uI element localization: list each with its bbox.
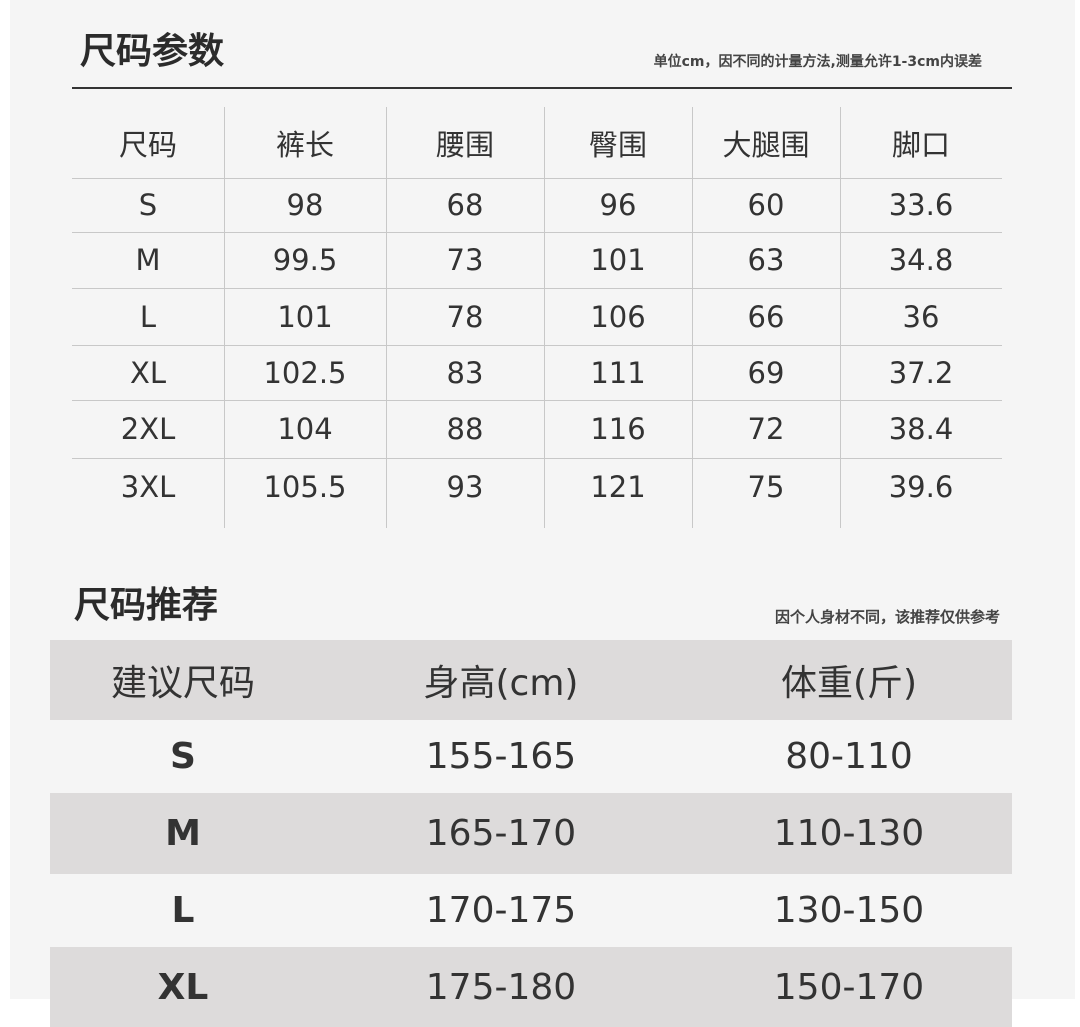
table-cell: 155-165 [425, 736, 577, 777]
header-cell: 脚口 [891, 127, 950, 162]
row-divider [72, 345, 1002, 346]
header-cell: 尺码 [118, 127, 177, 162]
column-divider [386, 107, 387, 528]
row-divider [72, 232, 1002, 233]
size-recommend-table: 建议尺码 身高(cm) 体重(斤) S 155-165 80-110 M 165-170 110… [50, 640, 1012, 1027]
table-row: 2XL 104 88 116 72 38.4 [72, 400, 1002, 458]
table-row: M 99.5 73 101 63 34.8 [72, 232, 1002, 288]
table-cell: 63 [747, 243, 785, 277]
table-cell: 102.5 [263, 355, 347, 390]
table-cell: 80-110 [785, 736, 913, 777]
header-cell: 裤长 [275, 127, 334, 162]
table-cell: 104 [277, 412, 333, 446]
table-row: L 170-175 130-150 [50, 874, 1012, 947]
column-divider [840, 107, 841, 528]
table-cell: 83 [446, 355, 484, 390]
column-divider [544, 107, 545, 528]
size-params-title: 尺码参数 [80, 31, 225, 72]
table-cell: 96 [599, 188, 637, 222]
table-cell: 33.6 [888, 188, 954, 222]
table-cell: 165-170 [425, 813, 577, 854]
table-cell: 75 [747, 470, 785, 504]
table-cell: 170-175 [425, 890, 577, 931]
table-row: S 155-165 80-110 [50, 720, 1012, 793]
table-cell: 111 [590, 355, 646, 390]
table-cell: M [135, 243, 161, 277]
table-cell: 69 [747, 355, 785, 390]
table-row: S 98 68 96 60 33.6 [72, 178, 1002, 232]
size-params-note: 单位cm，因不同的计量方法,测量允许1-3cm内误差 [653, 54, 982, 70]
table-cell: XL [157, 966, 209, 1008]
header-cell: 大腿围 [722, 127, 810, 162]
row-divider [72, 178, 1002, 179]
header-cell: 建议尺码 [110, 663, 255, 704]
table-row: L 101 78 106 66 36 [72, 288, 1002, 345]
table-row: XL 175-180 150-170 [50, 947, 1012, 1027]
header-cell: 体重(斤) [780, 663, 918, 704]
table-cell: S [138, 188, 158, 222]
table-cell: 175-180 [425, 966, 577, 1008]
table-cell: 3XL [120, 470, 176, 504]
table-cell: 130-150 [773, 890, 925, 931]
table-cell: 39.6 [888, 470, 954, 504]
table-cell: 98 [286, 188, 324, 222]
table-cell: 2XL [120, 412, 176, 446]
table-cell: XL [129, 355, 167, 390]
header-cell: 臀围 [588, 127, 647, 162]
table-cell: 116 [590, 412, 646, 446]
header-cell: 腰围 [435, 127, 494, 162]
table-cell: 72 [747, 412, 785, 446]
table-row: M 165-170 110-130 [50, 793, 1012, 874]
header-cell: 身高(cm) [423, 663, 579, 704]
table-cell: S [170, 736, 196, 777]
table-header-row: 尺码 裤长 腰围 臀围 大腿围 脚口 [72, 107, 1002, 178]
column-divider [692, 107, 693, 528]
table-header-row: 建议尺码 身高(cm) 体重(斤) [50, 640, 1012, 720]
table-cell: 68 [446, 188, 484, 222]
table-cell: L [139, 299, 157, 334]
table-cell: 60 [747, 188, 785, 222]
table-cell: 88 [446, 412, 484, 446]
row-divider [72, 458, 1002, 459]
column-divider [224, 107, 225, 528]
row-divider [72, 288, 1002, 289]
table-cell: 34.8 [888, 243, 954, 277]
table-cell: 36 [902, 299, 940, 334]
table-cell: 37.2 [888, 355, 954, 390]
table-cell: 101 [277, 299, 333, 334]
table-cell: 66 [747, 299, 785, 334]
size-recommend-title: 尺码推荐 [74, 585, 219, 626]
table-cell: 101 [590, 243, 646, 277]
size-params-table: 尺码 裤长 腰围 臀围 大腿围 脚口 S 98 68 96 60 33.6 M 99.5 73 101 63 34… [72, 107, 1002, 528]
table-cell: 38.4 [888, 412, 954, 446]
table-row: 3XL 105.5 93 121 75 39.6 [72, 458, 1002, 516]
table-cell: 121 [590, 470, 646, 504]
table-cell: 105.5 [263, 470, 347, 504]
table-cell: 150-170 [773, 966, 925, 1008]
table-cell: 78 [446, 299, 484, 334]
table-row: XL 102.5 83 111 69 37.2 [72, 345, 1002, 400]
table-cell: 93 [446, 470, 484, 504]
table-cell: L [171, 890, 195, 931]
divider [72, 87, 1012, 89]
table-cell: 106 [590, 299, 646, 334]
table-cell: 110-130 [773, 813, 925, 854]
size-recommend-note: 因个人身材不同，该推荐仅供参考 [774, 608, 1000, 626]
row-divider [72, 400, 1002, 401]
table-cell: M [165, 813, 201, 854]
table-cell: 73 [446, 243, 484, 277]
table-cell: 99.5 [272, 243, 338, 277]
